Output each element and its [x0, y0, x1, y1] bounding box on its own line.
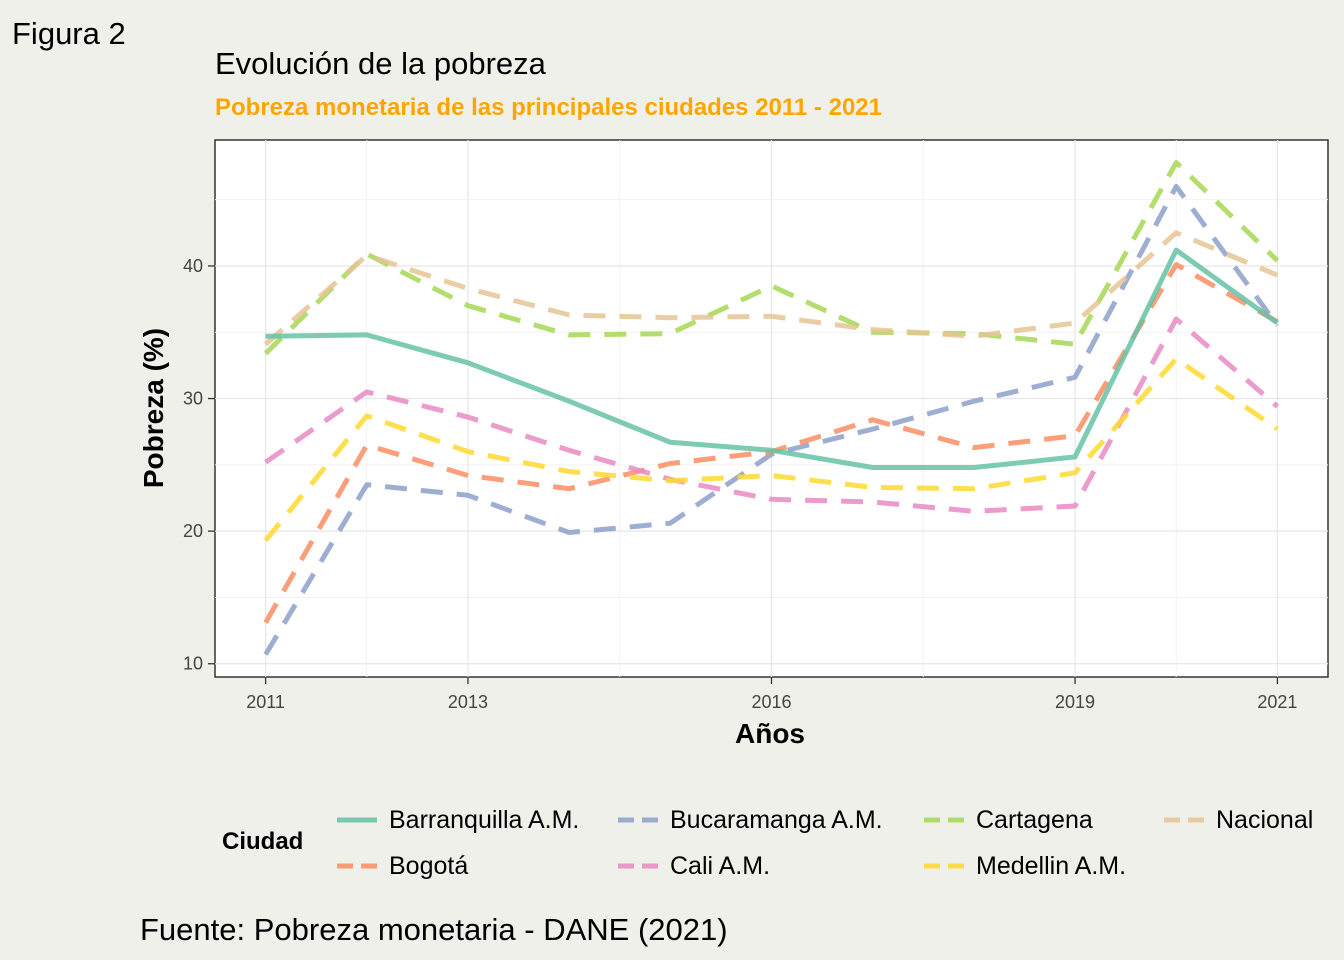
- chart-title: Evolución de la pobreza: [215, 46, 546, 81]
- y-tick-label: 30: [183, 389, 203, 409]
- legend-item: Medellin A.M.: [920, 851, 1126, 881]
- legend-key: [618, 863, 658, 869]
- y-axis-label: Pobreza (%): [138, 327, 169, 489]
- legend-item: Bucaramanga A.M.: [614, 805, 883, 835]
- x-tick-label: 2013: [448, 692, 488, 712]
- legend-item: Cali A.M.: [614, 851, 770, 881]
- legend-label: Bogotá: [389, 851, 469, 880]
- x-tick-label: 2021: [1257, 692, 1297, 712]
- legend-item: Nacional: [1160, 805, 1313, 835]
- legend-label: Bucaramanga A.M.: [670, 805, 883, 834]
- legend-key: [924, 817, 964, 823]
- series-line-cali-a-m: [264, 316, 1280, 514]
- series-line-barranquilla-a-m: [265, 247, 1279, 470]
- series-line-bucaramanga-a-m: [263, 183, 1280, 656]
- chart-subtitle: Pobreza monetaria de las principales ciu…: [215, 94, 882, 121]
- series-line-nacional: [263, 230, 1279, 347]
- x-axis-label: Años: [735, 718, 805, 749]
- grid-minor: [215, 140, 1328, 677]
- legend-title: Ciudad: [222, 828, 304, 855]
- axes-layer: 2011 2013 2016 2019 2021 10 20 30 40: [183, 256, 1297, 712]
- y-tick-label: 10: [183, 654, 203, 674]
- legend-key: [618, 817, 658, 823]
- x-tick-label: 2019: [1055, 692, 1095, 712]
- legend-key: [924, 863, 964, 869]
- y-tick-label: 40: [183, 256, 203, 276]
- series-line-medell-n-a-m: [263, 356, 1279, 542]
- legend-label: Nacional: [1216, 805, 1314, 834]
- legend-item: Bogotá: [333, 851, 468, 881]
- legend-label: Cali A.M.: [670, 851, 771, 880]
- x-tick-label: 2011: [246, 692, 285, 712]
- legend-label: Medellin A.M.: [976, 851, 1127, 880]
- legend-key: [1164, 817, 1204, 823]
- caption: Fuente: Pobreza monetaria - DANE (2021): [140, 912, 728, 947]
- series-line-cartagena: [263, 160, 1280, 356]
- legend-key: [337, 863, 377, 869]
- legend-key: [337, 817, 377, 823]
- y-tick-label: 20: [183, 521, 203, 541]
- legend-item: Barranquilla A.M.: [333, 805, 579, 835]
- legend-label: Barranquilla A.M.: [389, 805, 580, 834]
- figure-label: Figura 2: [12, 16, 126, 51]
- legend-item: Cartagena: [920, 805, 1093, 835]
- series-layer: [263, 160, 1280, 656]
- legend-label: Cartagena: [976, 805, 1093, 834]
- x-tick-label: 2016: [751, 692, 791, 712]
